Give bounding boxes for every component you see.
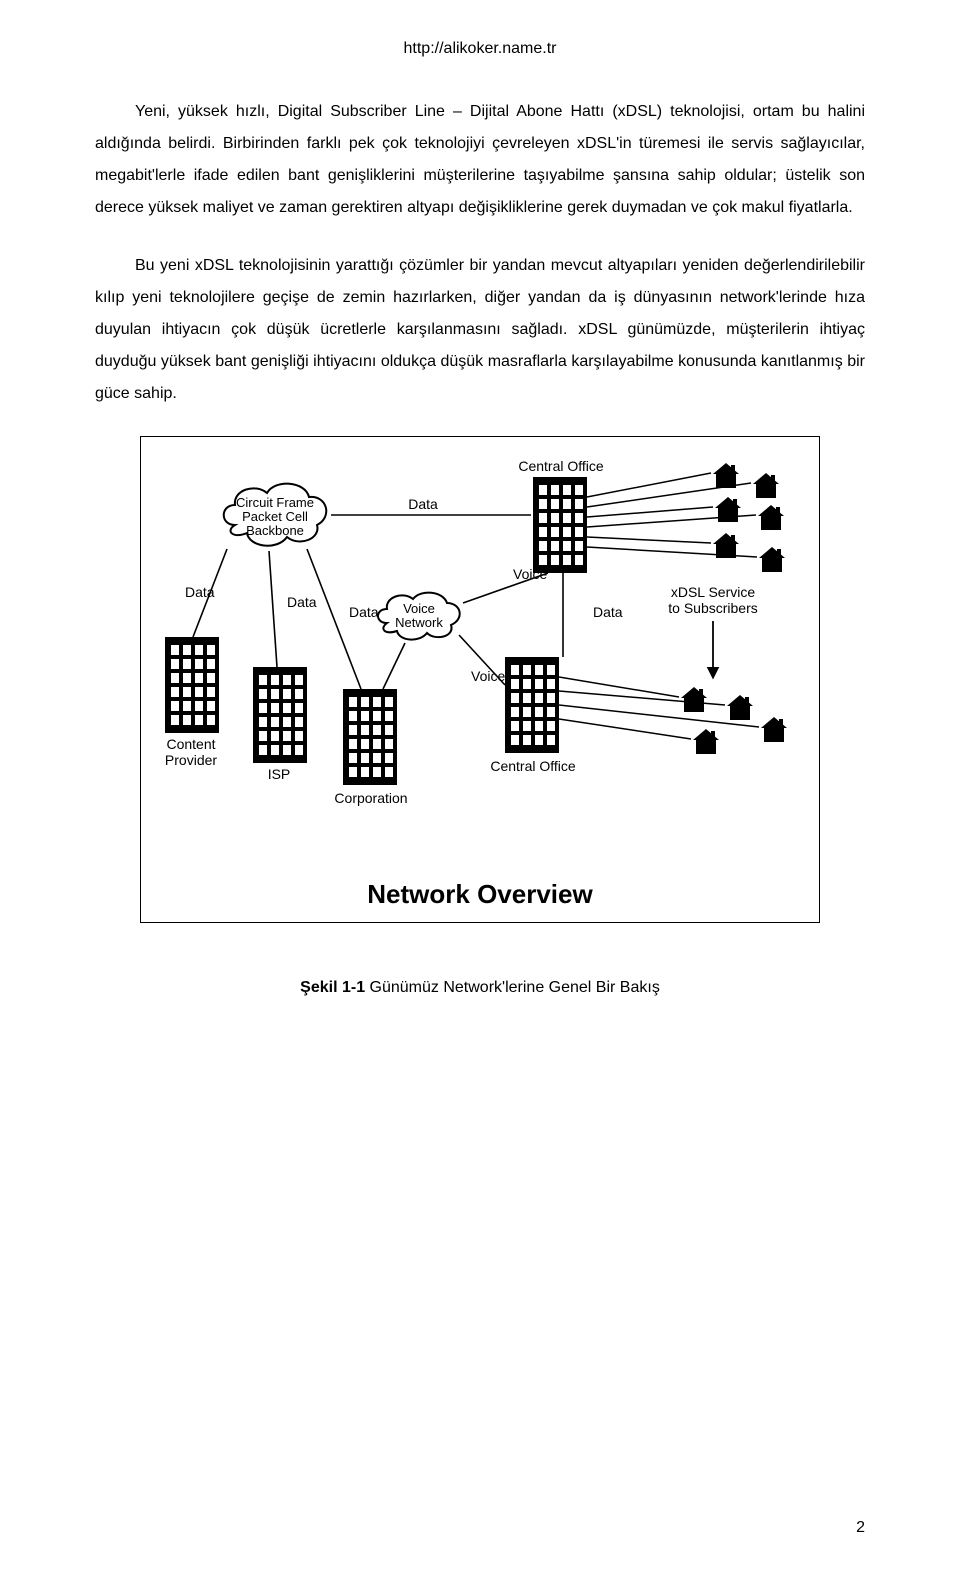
central-office-top-label: Central Office bbox=[518, 458, 604, 474]
central-office-bottom-icon bbox=[505, 657, 559, 753]
co-bottom-fanout-lines bbox=[559, 677, 759, 739]
corp-data-label: Data bbox=[349, 604, 379, 620]
content-provider-label-2: Provider bbox=[165, 752, 217, 768]
header-url: http://alikoker.name.tr bbox=[95, 40, 865, 58]
co-vertical-data-label: Data bbox=[593, 604, 623, 620]
paragraph-2: Bu yeni xDSL teknolojisinin yarattığı çö… bbox=[95, 250, 865, 410]
backbone-to-co-label: Data bbox=[408, 496, 438, 512]
svg-text:Circuit Frame: Circuit Frame bbox=[236, 495, 314, 510]
corporation-icon bbox=[343, 689, 397, 785]
network-diagram: Central Office bbox=[140, 436, 820, 923]
voice-network-cloud: Voice Network bbox=[378, 593, 460, 640]
paragraph-1: Yeni, yüksek hızlı, Digital Subscriber L… bbox=[95, 96, 865, 224]
cp-data-label: Data bbox=[185, 584, 215, 600]
svg-text:Voice: Voice bbox=[403, 601, 435, 616]
figure-caption-bold: Şekil 1-1 bbox=[300, 979, 365, 996]
diagram-title: Network Overview bbox=[153, 879, 807, 910]
isp-icon bbox=[253, 667, 307, 763]
svg-text:Backbone: Backbone bbox=[246, 523, 304, 538]
page-number: 2 bbox=[856, 1519, 865, 1537]
svg-text:Packet Cell: Packet Cell bbox=[242, 509, 308, 524]
isp-to-backbone-line bbox=[269, 551, 277, 667]
content-provider-icon bbox=[165, 637, 219, 733]
xdsl-service-line1: xDSL Service bbox=[671, 584, 756, 600]
corporation-label: Corporation bbox=[334, 790, 407, 806]
xdsl-service-line2: to Subscribers bbox=[668, 600, 757, 616]
diagram-container: Central Office bbox=[140, 436, 820, 997]
isp-data-label: Data bbox=[287, 594, 317, 610]
figure-caption: Şekil 1-1 Günümüz Network'lerine Genel B… bbox=[140, 979, 820, 997]
content-provider-label-1: Content bbox=[166, 736, 215, 752]
isp-label: ISP bbox=[268, 766, 291, 782]
backbone-cloud: Circuit Frame Packet Cell Backbone bbox=[224, 484, 327, 546]
co-top-to-voicenet-label: Voice bbox=[513, 566, 547, 582]
corp-to-voicenet-line bbox=[383, 643, 405, 689]
central-office-top-icon bbox=[533, 477, 587, 573]
figure-caption-text: Günümüz Network'lerine Genel Bir Bakış bbox=[365, 979, 660, 996]
central-office-bottom-label: Central Office bbox=[490, 758, 576, 774]
svg-text:Network: Network bbox=[395, 615, 443, 630]
co-bottom-voice-label: Voice bbox=[471, 668, 505, 684]
